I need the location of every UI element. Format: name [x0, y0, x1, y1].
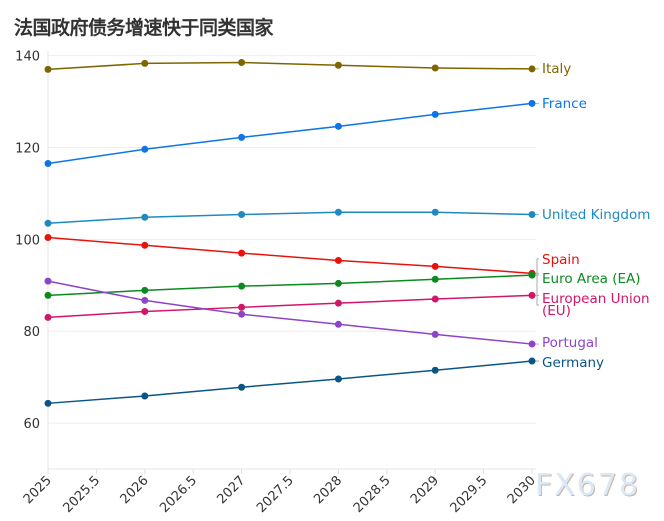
data-point — [141, 307, 149, 315]
watermark-logo: FX678 — [535, 468, 641, 503]
x-tick-label: 2027.5 — [254, 473, 297, 516]
data-point — [44, 399, 52, 407]
data-point — [334, 61, 342, 69]
data-point — [238, 211, 246, 219]
series-label: European Union — [542, 291, 650, 307]
data-point — [238, 58, 246, 66]
data-point — [238, 383, 246, 391]
data-point — [141, 296, 149, 304]
series-label: United Kingdom — [542, 207, 650, 223]
data-point — [44, 219, 52, 227]
series-line — [47, 211, 533, 225]
data-point — [44, 313, 52, 321]
series-line — [47, 102, 533, 165]
x-tick-label: 2029.5 — [448, 473, 491, 516]
series-label: Spain — [542, 252, 580, 268]
data-point — [431, 208, 439, 216]
data-point — [44, 233, 52, 241]
x-tick-label: 2025.5 — [60, 473, 103, 516]
series-label: Euro Area (EA) — [542, 271, 641, 287]
data-point — [141, 286, 149, 294]
data-point — [334, 122, 342, 130]
data-point — [238, 303, 246, 311]
data-point — [44, 277, 52, 285]
series-line — [47, 236, 533, 275]
x-tick-label: 2030 — [505, 473, 539, 507]
x-tick-label: 2026.5 — [157, 473, 200, 516]
data-point — [238, 133, 246, 141]
series-line — [47, 274, 533, 297]
data-point — [238, 310, 246, 318]
data-point — [141, 213, 149, 221]
chart-title: 法国政府债务增速快于同类国家 — [14, 17, 274, 39]
series-label: France — [542, 96, 587, 112]
data-point — [238, 282, 246, 290]
x-tick-label: 2028 — [311, 473, 345, 507]
x-tick-label: 2028.5 — [351, 473, 394, 516]
series-label: Portugal — [542, 335, 598, 351]
data-point — [431, 275, 439, 283]
x-tick-label: 2027 — [214, 473, 248, 507]
data-point — [44, 291, 52, 299]
data-point — [141, 241, 149, 249]
data-point — [334, 208, 342, 216]
data-point — [431, 330, 439, 338]
data-point — [141, 392, 149, 400]
y-tick-label: 140 — [15, 50, 40, 65]
series-line — [47, 360, 533, 405]
data-point — [141, 59, 149, 67]
data-point — [44, 65, 52, 73]
data-point — [334, 320, 342, 328]
y-tick-label: 60 — [23, 417, 40, 432]
data-point — [141, 145, 149, 153]
data-point — [431, 366, 439, 374]
series-label: Italy — [542, 61, 571, 77]
data-point — [44, 160, 52, 168]
data-point — [334, 299, 342, 307]
series-line — [47, 61, 533, 71]
x-tick-label: 2025 — [21, 473, 55, 507]
x-tick-label: 2029 — [408, 473, 442, 507]
data-point — [431, 262, 439, 270]
series-label: (EU) — [542, 303, 571, 319]
data-point — [431, 64, 439, 72]
data-point — [431, 295, 439, 303]
data-point — [431, 110, 439, 118]
series-line — [47, 294, 533, 319]
data-point — [334, 256, 342, 264]
y-tick-label: 100 — [15, 233, 40, 248]
label-bracket — [536, 258, 539, 306]
y-tick-label: 120 — [15, 141, 40, 156]
data-point — [238, 249, 246, 257]
x-tick-label: 2026 — [118, 473, 152, 507]
series-line — [47, 280, 533, 345]
data-point — [334, 279, 342, 287]
series-label: Germany — [542, 355, 604, 371]
data-point — [334, 375, 342, 383]
y-tick-label: 80 — [23, 325, 40, 340]
